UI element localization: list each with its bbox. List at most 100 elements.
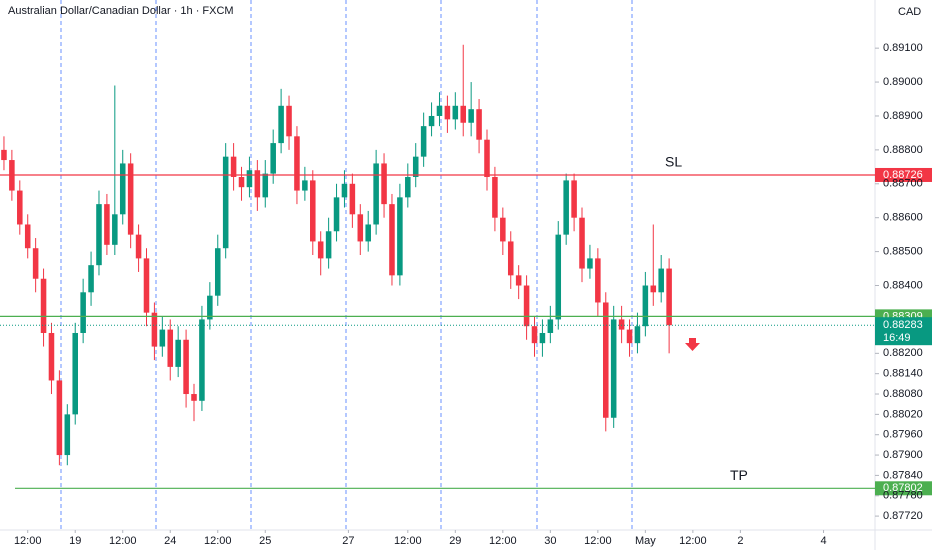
axes: 0.89100 0.89000 0.88900 0.88800 0.88700 0.886… bbox=[14, 42, 923, 547]
candle-body bbox=[484, 139, 490, 178]
candle-body bbox=[381, 163, 387, 205]
candle-body bbox=[317, 241, 324, 259]
x-tick-label: 12:00 bbox=[204, 535, 232, 547]
candle-body bbox=[626, 329, 633, 344]
y-tick-label: 0.88140 bbox=[883, 368, 923, 380]
candle-body bbox=[191, 394, 197, 401]
candle-body bbox=[254, 170, 261, 198]
candle-body bbox=[135, 234, 142, 259]
candle-body bbox=[365, 224, 371, 242]
candle-body bbox=[96, 204, 102, 266]
candle-body bbox=[167, 329, 174, 367]
candle-body bbox=[349, 183, 356, 215]
candle-body bbox=[325, 231, 332, 259]
candle-body bbox=[246, 170, 253, 188]
y-tick-label: 0.88600 bbox=[883, 212, 923, 224]
candle-body bbox=[523, 285, 530, 327]
y-tick-label: 0.88500 bbox=[883, 246, 923, 258]
candle-body bbox=[230, 156, 237, 178]
candle-body bbox=[310, 180, 316, 242]
x-tick-label: 19 bbox=[69, 535, 81, 547]
y-tick-label: 0.88800 bbox=[883, 144, 923, 156]
level-name: TP bbox=[730, 467, 748, 483]
y-tick-label: 0.88080 bbox=[883, 388, 923, 400]
candle-body bbox=[175, 339, 181, 367]
x-tick-label: 12:00 bbox=[394, 535, 422, 547]
y-tick-label: 0.89000 bbox=[883, 76, 923, 88]
candle-body bbox=[270, 143, 276, 174]
candle-body bbox=[507, 241, 514, 276]
candle-body bbox=[595, 258, 601, 303]
level-price-box bbox=[875, 481, 932, 496]
down-arrow bbox=[685, 338, 700, 351]
level-name: SL bbox=[665, 154, 682, 170]
x-tick-label: 25 bbox=[259, 535, 271, 547]
candle-body bbox=[634, 326, 641, 344]
candle-body bbox=[159, 329, 166, 347]
candle-body bbox=[24, 224, 31, 249]
candle-body bbox=[333, 197, 340, 232]
candle-body bbox=[405, 177, 411, 198]
candle-body bbox=[183, 339, 189, 395]
candle-body bbox=[72, 332, 78, 415]
x-tick-label: 30 bbox=[544, 535, 556, 547]
x-tick-label: 29 bbox=[449, 535, 461, 547]
x-tick-label: 12:00 bbox=[584, 535, 612, 547]
candle-body bbox=[222, 156, 229, 249]
candle-body bbox=[302, 180, 308, 191]
candle-body bbox=[17, 190, 23, 225]
y-tick-label: 0.87840 bbox=[883, 469, 923, 481]
candle-body bbox=[444, 105, 451, 120]
currency: CAD bbox=[898, 6, 921, 18]
y-tick-label: 0.88400 bbox=[883, 279, 923, 291]
x-tick-label: 12:00 bbox=[679, 535, 707, 547]
candle-body bbox=[587, 258, 593, 269]
candle-body bbox=[112, 214, 118, 245]
y-tick-label: 0.88020 bbox=[883, 408, 923, 420]
last-price-box bbox=[875, 317, 932, 346]
candle-body bbox=[214, 248, 221, 296]
candle-body bbox=[428, 115, 435, 127]
candle-body bbox=[294, 136, 300, 191]
x-tick-label: 12:00 bbox=[14, 535, 42, 547]
level-price-box bbox=[875, 167, 932, 182]
candle-body bbox=[278, 105, 284, 144]
candle-body bbox=[286, 105, 292, 137]
candle-body bbox=[500, 217, 506, 242]
level-price-label: 0.87802 bbox=[883, 482, 923, 494]
candle-body bbox=[64, 414, 71, 456]
candle-body bbox=[539, 332, 546, 344]
y-tick-label: 0.88700 bbox=[883, 178, 923, 190]
candle-body bbox=[40, 278, 47, 333]
last-price-label: 0.88283 bbox=[883, 319, 923, 331]
candle-body bbox=[207, 295, 213, 320]
candle-body bbox=[436, 105, 443, 116]
candle-body bbox=[468, 109, 474, 123]
y-tick-label: 0.88200 bbox=[883, 347, 923, 359]
candle-body bbox=[602, 302, 609, 418]
candle-body bbox=[119, 163, 126, 215]
candles bbox=[1, 44, 672, 466]
x-tick-label: 12:00 bbox=[109, 535, 137, 547]
candle-body bbox=[412, 156, 419, 178]
y-tick-label: 0.88900 bbox=[883, 110, 923, 122]
candle-body bbox=[262, 173, 269, 198]
candle-body bbox=[56, 380, 63, 456]
candle-body bbox=[492, 177, 498, 218]
level-price-label: 0.88726 bbox=[883, 169, 923, 181]
candle-body bbox=[199, 319, 205, 401]
candle-body bbox=[452, 105, 459, 120]
candle-body bbox=[666, 268, 672, 326]
candle-body bbox=[127, 163, 134, 235]
y-tick-label: 0.87720 bbox=[883, 510, 923, 522]
candle-body bbox=[658, 268, 664, 293]
candle-body bbox=[476, 109, 482, 140]
candle-body bbox=[420, 126, 427, 157]
x-tick-label: 24 bbox=[164, 535, 176, 547]
candle-body bbox=[32, 248, 39, 279]
y-tick-label: 0.89100 bbox=[883, 42, 923, 54]
y-tick-label: 0.87960 bbox=[883, 429, 923, 441]
candle-body bbox=[151, 312, 158, 347]
